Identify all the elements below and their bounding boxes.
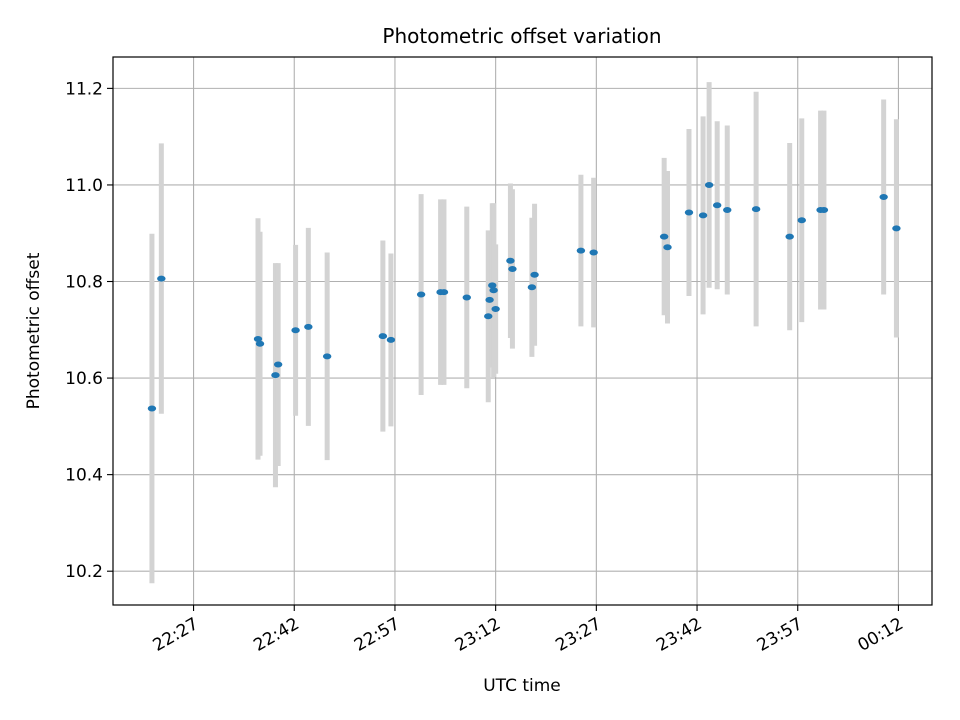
y-tick-label: 11.2 (65, 79, 103, 99)
data-point (530, 271, 539, 278)
data-point (797, 217, 806, 224)
data-point (892, 225, 901, 232)
data-point (378, 333, 388, 340)
data-points (147, 181, 901, 412)
data-point (439, 289, 449, 296)
data-point (273, 361, 283, 368)
x-axis-label: UTC time (483, 676, 561, 696)
data-point (712, 202, 722, 209)
data-point (416, 291, 426, 298)
y-tick-label: 10.8 (65, 273, 103, 293)
data-point (304, 323, 313, 330)
y-tick-label: 10.4 (65, 466, 103, 486)
data-point (386, 336, 396, 343)
data-point (723, 207, 732, 214)
data-point (157, 275, 166, 282)
data-point (255, 340, 265, 347)
y-tick-label: 11.0 (65, 176, 103, 196)
y-axis-label: Photometric offset (24, 252, 44, 409)
data-point (253, 335, 263, 342)
data-point (271, 372, 280, 379)
data-point (659, 233, 669, 240)
data-point (879, 194, 888, 201)
data-point (698, 212, 708, 219)
data-point (291, 327, 300, 334)
y-tick-label: 10.6 (65, 369, 103, 389)
y-axis: 10.2 10.4 10.6 10.8 11.0 11.2 (65, 79, 113, 582)
data-point (663, 244, 672, 251)
data-point (785, 233, 794, 240)
data-point (147, 405, 157, 412)
data-point (704, 181, 714, 188)
y-tick-label: 10.2 (65, 562, 103, 582)
data-point (488, 282, 497, 289)
data-point (506, 257, 515, 264)
data-point (322, 353, 332, 360)
data-point (485, 296, 494, 303)
data-point (684, 209, 694, 216)
plot-frame (112, 56, 933, 606)
data-point (484, 313, 493, 320)
data-point (491, 306, 500, 313)
data-point (819, 207, 829, 214)
data-point (508, 265, 517, 272)
data-point (527, 284, 537, 291)
chart-title: Photometric offset variation (382, 24, 661, 48)
data-point (576, 247, 586, 254)
data-point (489, 287, 498, 294)
data-point (462, 294, 471, 301)
data-point (589, 249, 598, 256)
grid (113, 57, 932, 605)
data-point (751, 206, 761, 213)
